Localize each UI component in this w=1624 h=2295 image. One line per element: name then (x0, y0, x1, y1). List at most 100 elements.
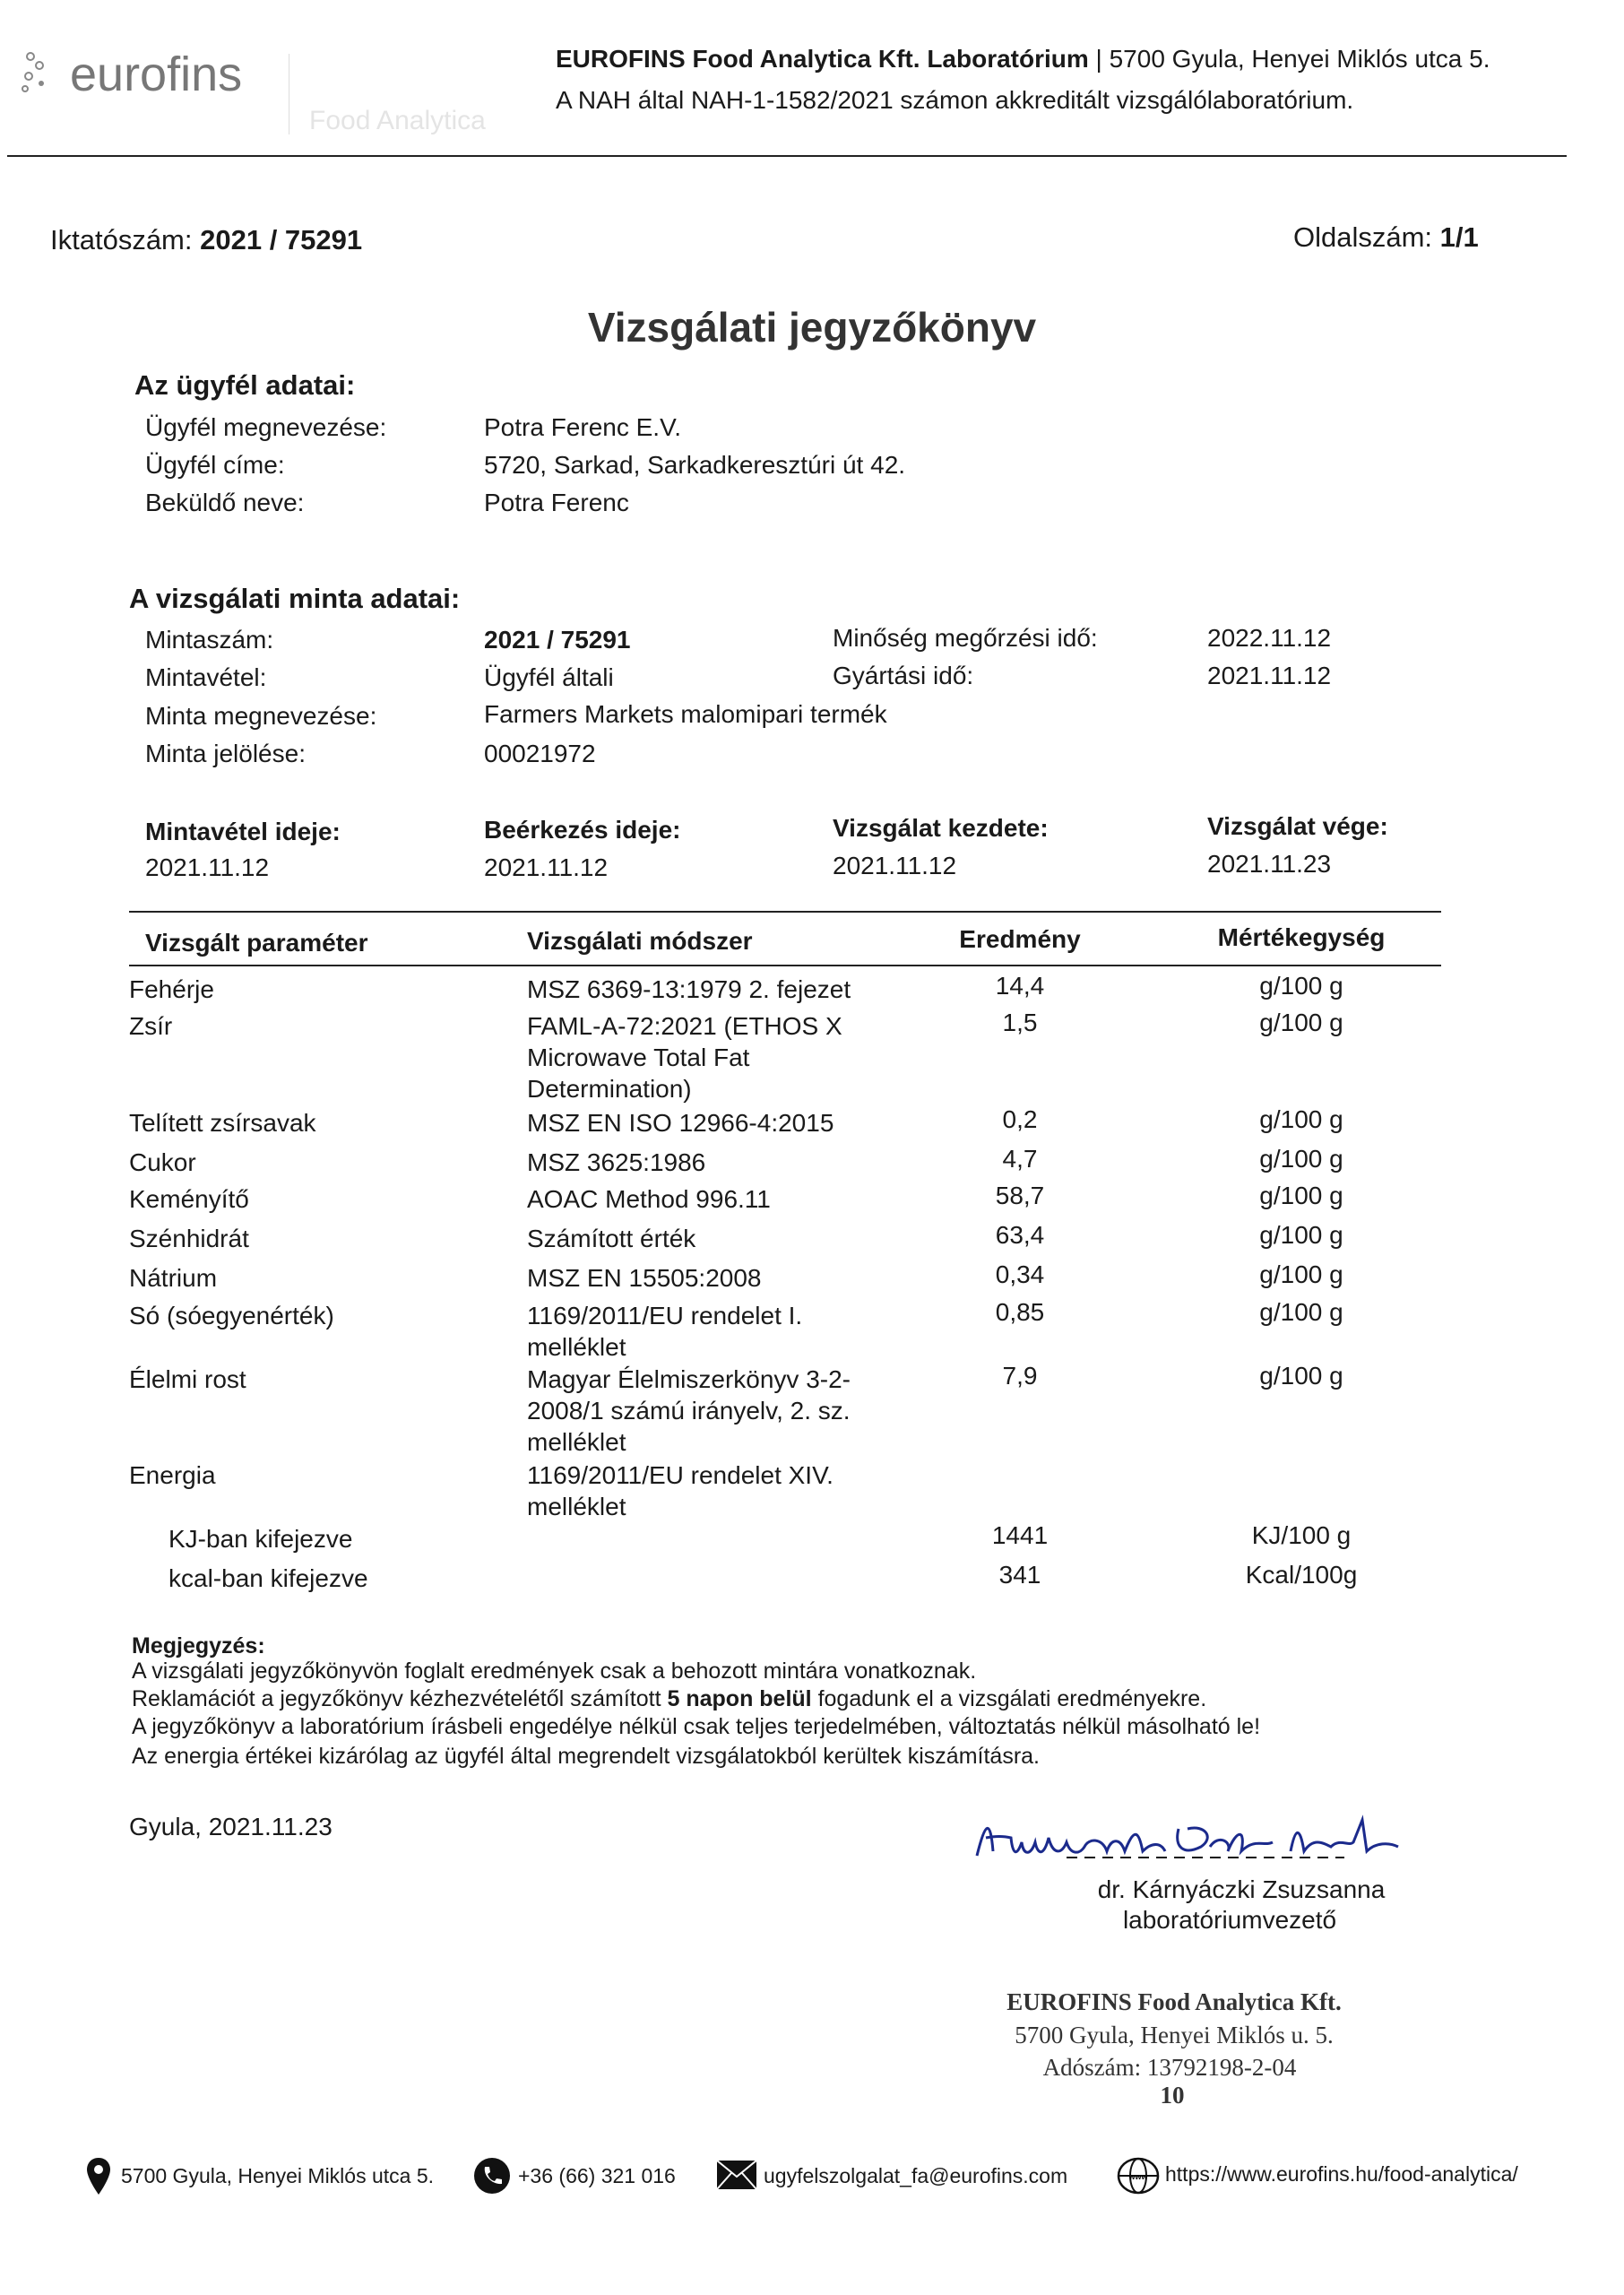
note-line-3: A jegyzőkönyv a laboratórium írásbeli en… (132, 1714, 1261, 1739)
place-date: Gyula, 2021.11.23 (129, 1813, 333, 1840)
row-method: 1169/2011/EU rendelet I. melléklet (527, 1302, 803, 1361)
row-result: 341 (998, 1561, 1041, 1589)
header-result: Eredmény (959, 925, 1081, 953)
logo-subtext: Food Analytica (309, 106, 486, 135)
row-unit: g/100 g (1259, 1362, 1343, 1390)
row-unit: g/100 g (1259, 1145, 1343, 1173)
row-unit: g/100 g (1259, 1105, 1343, 1133)
row-result: 0,85 (995, 1298, 1045, 1326)
stamp-line-2: 5700 Gyula, Henyei Miklós u. 5. (1015, 2022, 1334, 2048)
footer-address: 5700 Gyula, Henyei Miklós utca 5. (121, 2164, 435, 2187)
stamp-line-1: EUROFINS Food Analytica Kft. (1006, 1988, 1342, 2015)
note-emphasis: 5 napon belül (667, 1686, 812, 1711)
row-unit: g/100 g (1259, 1182, 1343, 1209)
row-parameter: Keményítő (129, 1185, 249, 1213)
page-label: Oldalszám: (1293, 221, 1433, 253)
note-line-2: Reklamációt a jegyzőkönyv kézhezvételétő… (132, 1686, 1206, 1712)
row-method: Magyar Élelmiszerkönyv 3-2-2008/1 számú … (527, 1365, 851, 1456)
bestbefore-label: Minőség megőrzési idő: (833, 624, 1098, 652)
sample-number-value: 2021 / 75291 (484, 626, 631, 654)
row-method: Számított érték (527, 1225, 696, 1252)
row-parameter: Telített zsírsavak (129, 1109, 316, 1137)
production-value: 2021.11.12 (1207, 662, 1332, 689)
signatory-role: laboratóriumvezető (1122, 1906, 1337, 1934)
page-title: Vizsgálati jegyzőkönyv (587, 304, 1037, 351)
accreditation: A NAH által NAH-1-1582/2021 számon akkre… (556, 86, 1354, 114)
row-result: 7,9 (1002, 1362, 1038, 1390)
svg-text:www: www (1127, 2172, 1148, 2181)
sample-heading: A vizsgálati minta adatai: (129, 583, 461, 614)
ref-number: Iktatószám: 2021 / 75291 (50, 224, 362, 256)
page-value: 1/1 (1439, 221, 1479, 253)
row-parameter: Élelmi rost (129, 1365, 246, 1393)
row-method: MSZ 6369-13:1979 2. fejezet (527, 975, 851, 1003)
row-result: 58,7 (995, 1182, 1045, 1209)
row-unit: g/100 g (1259, 1298, 1343, 1326)
lab-address: | 5700 Gyula, Henyei Miklós utca 5. (1088, 45, 1490, 73)
stamp-line-4: 10 (1160, 2082, 1185, 2109)
bestbefore-value: 2022.11.12 (1207, 624, 1332, 652)
row-unit: g/100 g (1259, 972, 1343, 1000)
footer-web[interactable]: https://www.eurofins.hu/food-analytica/ (1165, 2162, 1518, 2186)
row-method: MSZ EN ISO 12966-4:2015 (527, 1109, 834, 1137)
ref-label: Iktatószám: (50, 224, 193, 255)
row-unit: Kcal/100g (1245, 1561, 1358, 1589)
header-divider (7, 155, 1567, 157)
row-result: 4,7 (1002, 1145, 1038, 1173)
row-result: 0,2 (1002, 1105, 1038, 1133)
row-method: MSZ 3625:1986 (527, 1148, 706, 1176)
notes-heading: Megjegyzés: (132, 1633, 265, 1658)
signatory-name: dr. Kárnyáczki Zsuzsanna (1097, 1875, 1386, 1903)
location-pin-icon (87, 2158, 110, 2195)
date-label-end: Vizsgálat vége: (1207, 812, 1388, 840)
row-result: 14,4 (995, 972, 1045, 1000)
date-label-sampling: Mintavétel ideje: (145, 818, 341, 845)
sampling-value: Ügyfél általi (484, 663, 614, 691)
date-value-end: 2021.11.23 (1207, 850, 1332, 878)
note-text: fogadunk el a vizsgálati eredményekre. (811, 1686, 1207, 1711)
client-name-label: Ügyfél megnevezése: (145, 413, 387, 441)
table-header-border (129, 965, 1441, 966)
row-method: 1169/2011/EU rendelet XIV. melléklet (527, 1461, 834, 1520)
footer-email[interactable]: ugyfelszolgalat_fa@eurofins.com (764, 2164, 1068, 2187)
row-parameter: Energia (129, 1461, 216, 1489)
production-label: Gyártási idő: (833, 662, 974, 689)
sample-name-label: Minta megnevezése: (145, 702, 377, 730)
lab-line: EUROFINS Food Analytica Kft. Laboratóriu… (556, 45, 1490, 74)
footer-phone[interactable]: +36 (66) 321 016 (518, 2164, 676, 2187)
date-label-start: Vizsgálat kezdete: (833, 814, 1049, 842)
row-method: MSZ EN 15505:2008 (527, 1264, 762, 1292)
row-result: 1441 (991, 1521, 1049, 1549)
row-parameter: Só (sóegyenérték) (129, 1302, 334, 1329)
client-address-label: Ügyfél címe: (145, 451, 285, 479)
sender-label: Beküldő neve: (145, 489, 305, 516)
lab-name: EUROFINS Food Analytica Kft. Laboratóriu… (556, 45, 1089, 73)
row-unit: KJ/100 g (1251, 1521, 1352, 1549)
row-parameter: Fehérje (129, 975, 214, 1003)
stamp-line-3: Adószám: 13792198-2-04 (1042, 2054, 1297, 2081)
row-parameter: Nátrium (129, 1264, 218, 1292)
row-unit: g/100 g (1259, 1260, 1343, 1288)
row-result: 63,4 (995, 1221, 1045, 1249)
row-result: 0,34 (995, 1260, 1045, 1288)
envelope-icon (716, 2160, 757, 2190)
sampling-label: Mintavétel: (145, 663, 267, 691)
client-heading: Az ügyfél adatai: (134, 369, 356, 401)
globe-icon: www (1117, 2157, 1160, 2195)
row-method: FAML-A-72:2021 (ETHOS X Microwave Total … (527, 1012, 842, 1103)
sender-value: Potra Ferenc (484, 489, 629, 516)
date-value-arrival: 2021.11.12 (484, 853, 609, 881)
table-top-border (129, 911, 1441, 913)
note-line-4: Az energia értékei kizárólag az ügyfél á… (132, 1744, 1040, 1769)
row-parameter: Zsír (129, 1012, 173, 1040)
header-parameter: Vizsgált paraméter (145, 929, 368, 957)
date-value-start: 2021.11.12 (833, 852, 957, 879)
row-unit: g/100 g (1259, 1221, 1343, 1249)
row-result: 1,5 (1002, 1009, 1038, 1036)
date-value-sampling: 2021.11.12 (145, 853, 270, 881)
row-unit: g/100 g (1259, 1009, 1343, 1036)
ref-value: 2021 / 75291 (200, 224, 363, 255)
client-address-value: 5720, Sarkad, Sarkadkeresztúri út 42. (484, 451, 906, 479)
phone-icon (474, 2158, 510, 2194)
sample-mark-label: Minta jelölése: (145, 740, 306, 767)
